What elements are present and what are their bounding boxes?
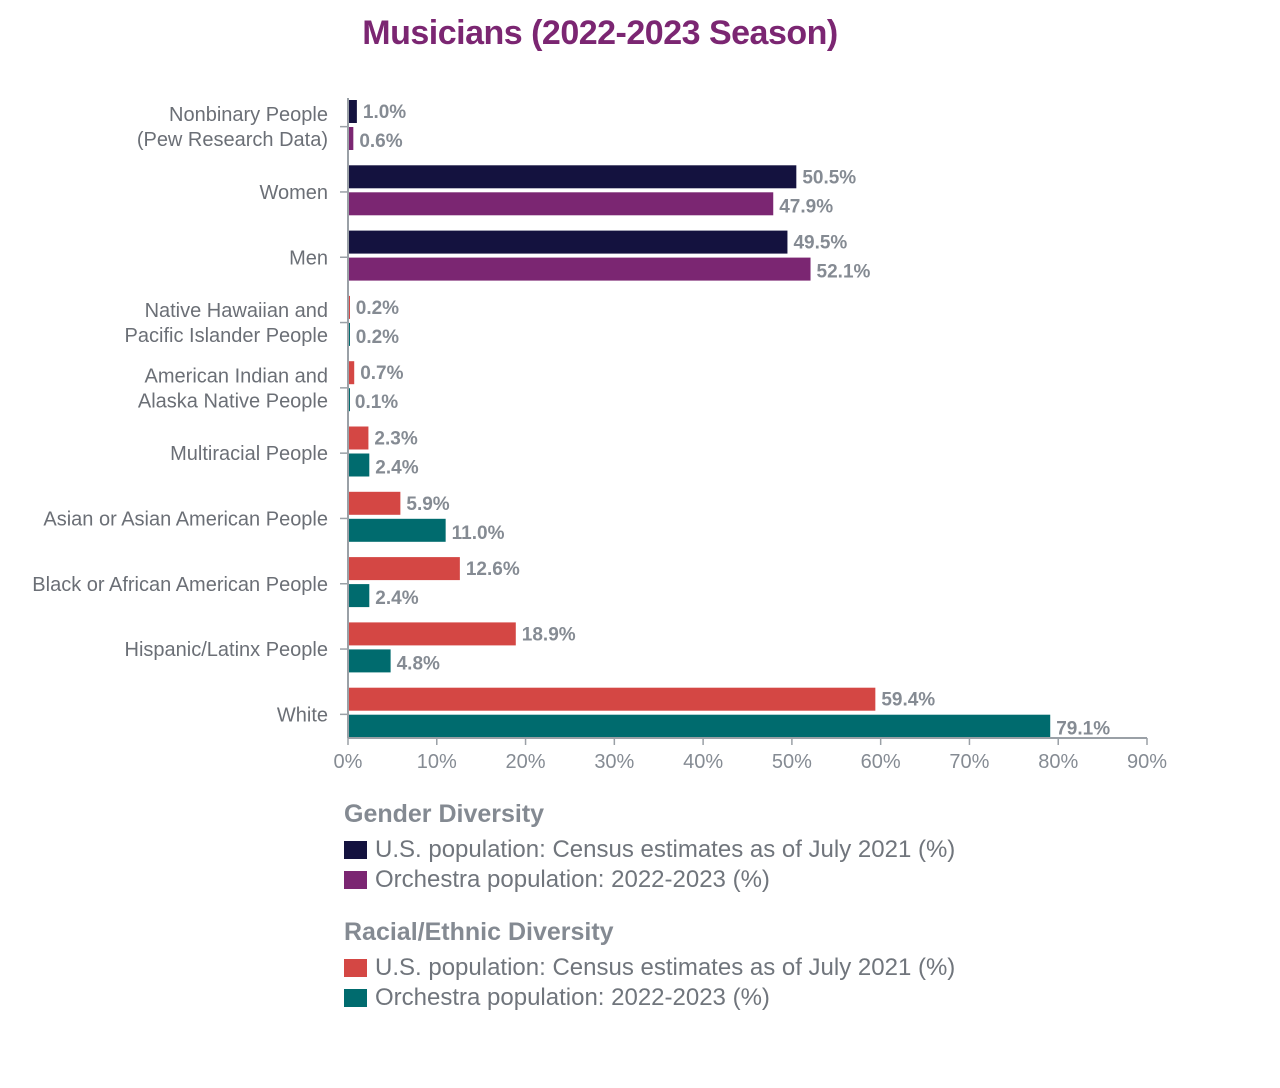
data-label-orchestra: 4.8%	[397, 653, 440, 674]
category-label: Nonbinary People	[169, 104, 328, 126]
data-label-orchestra: 0.1%	[355, 392, 398, 413]
bar-us	[348, 557, 460, 581]
legend-label-gender-us: U.S. population: Census estimates as of …	[375, 836, 956, 863]
axes-group: Nonbinary People (Pew Research Data) Women…	[32, 98, 1167, 773]
category-label: Multiracial People	[170, 443, 328, 465]
category-label: Native Hawaiian and	[145, 300, 328, 322]
legend-item-gender-orch: Orchestra population: 2022-2023 (%)	[344, 865, 955, 895]
legend-label-race-us: U.S. population: Census estimates as of …	[375, 954, 956, 981]
data-label-us: 5.9%	[406, 494, 449, 515]
bar-us	[348, 361, 355, 385]
data-label-orchestra: 11.0%	[452, 523, 505, 544]
legend-item-race-us: U.S. population: Census estimates as of …	[344, 953, 955, 983]
data-label-us: 0.7%	[360, 363, 403, 384]
x-tick-label: 30%	[594, 751, 634, 773]
bar-orchestra	[348, 257, 811, 281]
bar-orchestra	[348, 714, 1051, 738]
x-tick-label: 70%	[949, 751, 989, 773]
legend-swatch-gender-us	[344, 841, 367, 859]
data-label-orchestra: 52.1%	[817, 262, 871, 283]
data-label-us: 12.6%	[466, 559, 520, 580]
bars-group: 1.0% 0.6% 50.5% 47.9% 49.5% 52.1% 0.2% 0.2% 0.7%…	[348, 100, 1110, 740]
bar-us	[348, 165, 797, 189]
bar-orchestra	[348, 584, 370, 608]
bar-us	[348, 622, 516, 646]
chart-title: Musicians (2022-2023 Season)	[362, 14, 838, 52]
bar-orchestra	[348, 127, 354, 150]
bar-orchestra	[348, 192, 774, 216]
legend-item-gender-us: U.S. population: Census estimates as of …	[344, 835, 955, 865]
category-label: Men	[289, 247, 328, 269]
legend-swatch-race-us	[344, 959, 367, 977]
x-tick-label: 0%	[334, 751, 363, 773]
data-label-us: 0.2%	[356, 298, 399, 319]
legend-label-race-orch: Orchestra population: 2022-2023 (%)	[375, 984, 770, 1011]
category-label: White	[277, 704, 328, 726]
x-tick-label: 90%	[1127, 751, 1167, 773]
data-label-us: 59.4%	[881, 690, 935, 711]
data-label-orchestra: 47.9%	[779, 196, 833, 217]
x-tick-label: 10%	[417, 751, 457, 773]
category-label: Pacific Islander People	[125, 325, 328, 347]
category-label: Hispanic/Latinx People	[125, 639, 328, 661]
data-label-us: 2.3%	[374, 429, 417, 450]
category-label: Black or African American People	[32, 574, 328, 596]
legend-label-gender-orch: Orchestra population: 2022-2023 (%)	[375, 866, 770, 893]
bar-us	[348, 687, 876, 711]
data-label-us: 50.5%	[802, 167, 856, 188]
bar-us	[348, 100, 357, 123]
legend-gender-title: Gender Diversity	[344, 800, 545, 828]
bar-orchestra	[348, 453, 370, 477]
data-label-us: 18.9%	[522, 624, 576, 645]
data-label-orchestra: 0.6%	[359, 131, 402, 152]
x-tick-label: 20%	[506, 751, 546, 773]
category-label: American Indian and	[145, 365, 328, 387]
category-label: Women	[259, 182, 328, 204]
bar-orchestra	[348, 518, 446, 542]
data-label-orchestra: 79.1%	[1056, 719, 1110, 740]
bar-us	[348, 230, 788, 254]
bar-us	[348, 426, 369, 450]
legend-race: Racial/Ethnic Diversity U.S. population:…	[344, 918, 955, 1013]
bar-orchestra	[348, 649, 391, 673]
data-label-orchestra: 0.2%	[356, 327, 399, 348]
data-label-orchestra: 2.4%	[375, 588, 418, 609]
bar-us	[348, 491, 401, 515]
category-label: Alaska Native People	[138, 390, 328, 412]
data-label-orchestra: 2.4%	[375, 458, 418, 479]
x-tick-label: 50%	[772, 751, 812, 773]
legend-swatch-race-orch	[344, 989, 367, 1007]
legend-swatch-gender-orch	[344, 871, 367, 889]
legend-item-race-orch: Orchestra population: 2022-2023 (%)	[344, 983, 955, 1013]
legend-race-title: Racial/Ethnic Diversity	[344, 918, 614, 946]
data-label-us: 49.5%	[793, 233, 847, 254]
x-tick-label: 60%	[861, 751, 901, 773]
x-tick-label: 40%	[683, 751, 723, 773]
legend-gender: Gender Diversity U.S. population: Census…	[344, 800, 955, 895]
category-label: Asian or Asian American People	[43, 508, 328, 530]
data-label-us: 1.0%	[363, 102, 406, 123]
category-label: (Pew Research Data)	[137, 129, 328, 151]
x-tick-label: 80%	[1038, 751, 1078, 773]
bar-chart: 1.0% 0.6% 50.5% 47.9% 49.5% 52.1% 0.2% 0.2% 0.7%…	[32, 98, 1167, 773]
